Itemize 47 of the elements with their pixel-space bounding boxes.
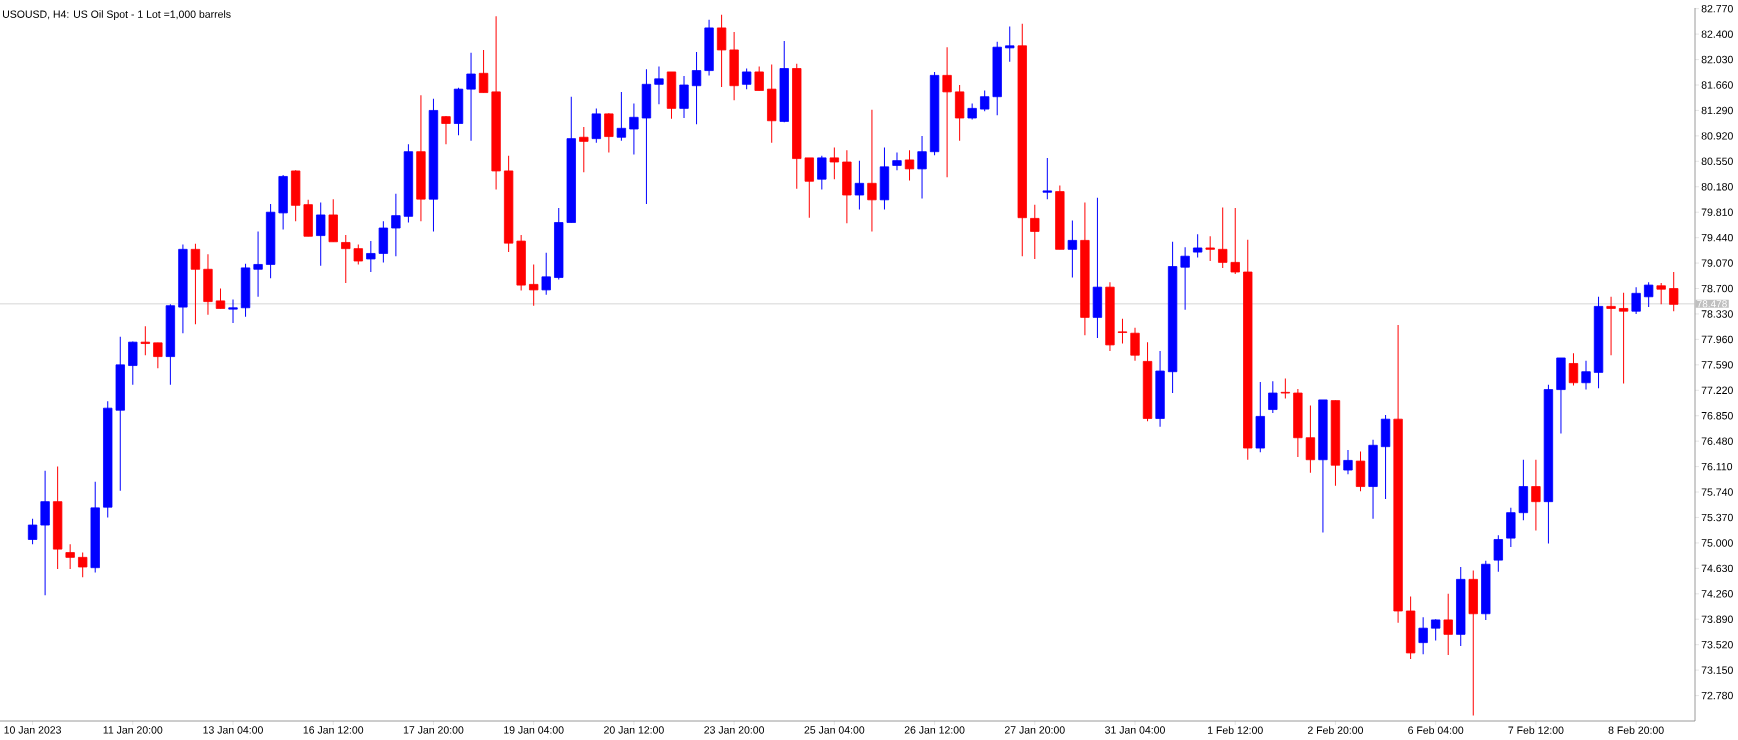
y-tick-label: 78.700: [1701, 284, 1733, 293]
x-tick-label: 1 Feb 12:00: [1208, 726, 1263, 734]
y-tick-label: 77.590: [1701, 361, 1733, 369]
y-tick-label: 82.030: [1701, 55, 1733, 64]
y-tick-label: 78.330: [1701, 310, 1733, 318]
ref-line-label: 78.478: [1697, 300, 1727, 308]
y-tick-label: 80.920: [1701, 132, 1733, 140]
y-tick-label: 75.740: [1701, 488, 1733, 496]
x-tick-label: 6 Feb 04:00: [1408, 726, 1464, 734]
y-tick-label: 74.630: [1701, 564, 1733, 573]
y-tick-label: 77.220: [1701, 386, 1733, 395]
x-tick-label: 31 Jan 04:00: [1105, 726, 1165, 734]
x-tick-label: 13 Jan 04:00: [203, 726, 263, 734]
x-tick-label: 25 Jan 04:00: [804, 726, 865, 734]
y-tick-label: 75.370: [1701, 513, 1733, 522]
y-tick-label: 76.480: [1701, 437, 1733, 445]
y-tick-label: 82.400: [1701, 30, 1733, 38]
x-tick-label: 7 Feb 12:00: [1508, 726, 1564, 734]
y-tick-label: 82.770: [1701, 4, 1733, 13]
y-tick-label: 77.960: [1701, 335, 1733, 344]
y-tick-label: 80.180: [1701, 183, 1733, 191]
y-tick-label: 73.150: [1701, 666, 1733, 674]
y-tick-label: 76.850: [1701, 412, 1733, 420]
x-tick-label: 27 Jan 20:00: [1004, 726, 1065, 734]
y-tick-label: 79.810: [1701, 208, 1733, 216]
x-tick-label: 10 Jan 2023: [4, 726, 61, 734]
x-tick-label: 20 Jan 12:00: [604, 726, 664, 734]
y-tick-label: 79.070: [1701, 259, 1733, 267]
x-tick-label: 8 Feb 20:00: [1608, 726, 1664, 734]
y-tick-label: 81.660: [1701, 81, 1733, 89]
y-tick-label: 72.780: [1701, 691, 1733, 700]
y-tick-label: 80.550: [1701, 157, 1733, 166]
y-tick-label: 76.110: [1701, 462, 1733, 471]
x-tick-label: 2 Feb 20:00: [1307, 726, 1364, 734]
chart-title: USOUSD, H4: US Oil Spot - 1 Lot =1,000 barrels: [3, 10, 231, 20]
x-tick-label: 16 Jan 12:00: [303, 726, 364, 734]
x-tick-label: 19 Jan 04:00: [504, 726, 564, 734]
y-tick-label: 81.290: [1701, 106, 1733, 115]
x-tick-label: 23 Jan 20:00: [704, 726, 765, 734]
x-tick-label: 17 Jan 20:00: [403, 726, 464, 734]
y-tick-label: 79.440: [1701, 233, 1733, 242]
x-tick-label: 11 Jan 20:00: [103, 726, 163, 734]
y-tick-label: 74.260: [1701, 590, 1733, 598]
y-tick-label: 73.520: [1701, 640, 1733, 649]
x-tick-label: 26 Jan 12:00: [904, 726, 965, 734]
y-tick-label: 73.890: [1701, 615, 1733, 623]
y-tick-label: 75.000: [1701, 539, 1733, 547]
